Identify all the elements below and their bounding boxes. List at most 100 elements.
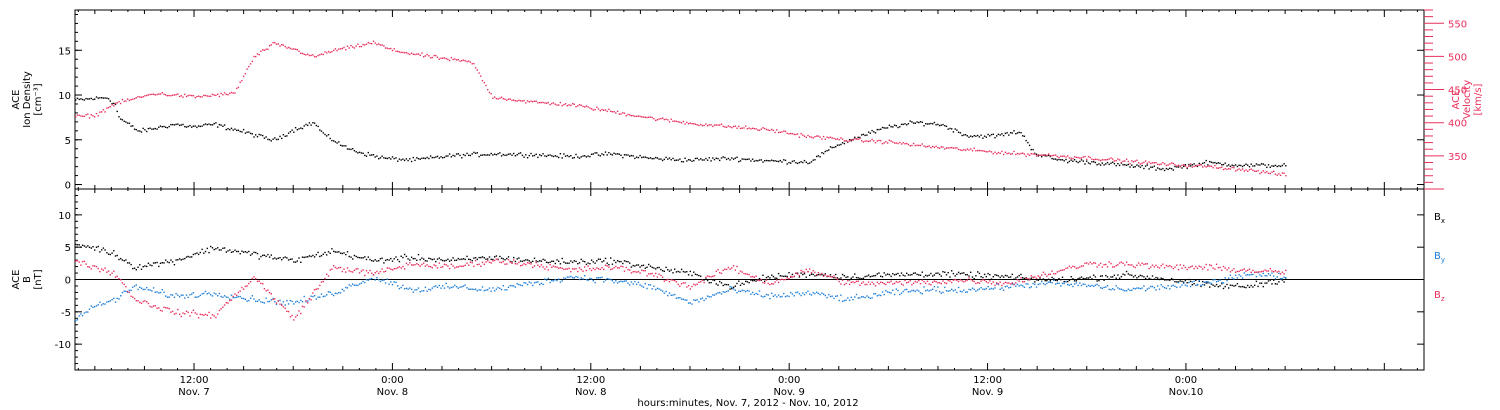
data-point-1-1 [537, 281, 539, 283]
data-point-0-0 [426, 156, 428, 159]
data-point-0-1 [118, 101, 120, 103]
data-point-0-1 [184, 93, 186, 96]
data-point-0-0 [208, 123, 210, 125]
data-point-1-2 [208, 311, 210, 314]
data-point-1-1 [829, 295, 832, 298]
data-point-0-1 [777, 131, 780, 134]
data-point-0-0 [410, 160, 413, 163]
data-point-1-1 [1260, 275, 1263, 277]
data-point-0-0 [1162, 167, 1164, 170]
data-point-0-1 [559, 101, 562, 104]
data-point-1-2 [326, 273, 328, 275]
data-point-1-0 [809, 274, 811, 276]
data-point-1-0 [277, 257, 279, 259]
data-point-1-0 [722, 284, 724, 287]
data-point-0-0 [630, 154, 633, 157]
data-point-1-1 [1138, 287, 1140, 289]
data-point-0-0 [483, 154, 485, 156]
data-point-0-1 [646, 116, 648, 119]
data-point-0-0 [788, 161, 790, 164]
data-point-0-0 [433, 156, 435, 159]
data-point-0-1 [113, 105, 115, 107]
data-point-1-0 [258, 258, 260, 260]
data-point-0-1 [584, 106, 586, 108]
data-point-1-2 [514, 263, 517, 265]
data-point-0-0 [745, 158, 747, 161]
data-point-0-0 [1254, 165, 1256, 167]
data-point-0-1 [954, 147, 956, 149]
data-point-0-1 [964, 149, 967, 151]
data-point-1-2 [892, 283, 894, 285]
data-point-0-0 [892, 126, 894, 128]
data-point-0-0 [757, 160, 759, 162]
data-point-1-0 [120, 257, 122, 260]
data-point-1-0 [1061, 276, 1064, 278]
data-point-1-2 [1049, 273, 1052, 275]
data-point-1-1 [603, 281, 605, 283]
data-point-0-1 [1115, 160, 1117, 162]
data-point-0-0 [1155, 169, 1157, 171]
data-point-1-1 [111, 299, 113, 301]
data-point-1-1 [774, 294, 776, 296]
data-point-1-2 [663, 280, 665, 282]
data-point-1-0 [739, 284, 742, 286]
data-point-1-2 [573, 268, 575, 270]
data-point-0-0 [689, 159, 691, 161]
data-point-1-0 [1001, 275, 1003, 277]
data-point-0-1 [192, 95, 195, 97]
data-point-1-0 [918, 274, 920, 276]
data-point-0-0 [854, 136, 856, 138]
data-point-0-1 [80, 115, 82, 117]
data-point-0-0 [1125, 164, 1128, 166]
data-point-1-1 [116, 297, 118, 300]
data-point-0-1 [996, 153, 998, 155]
data-point-0-1 [1188, 165, 1190, 167]
data-point-0-1 [739, 127, 742, 130]
data-point-0-0 [625, 154, 627, 156]
data-point-0-0 [171, 123, 174, 126]
data-point-1-1 [1002, 289, 1005, 291]
data-point-0-1 [1210, 165, 1213, 167]
data-point-1-1 [904, 289, 906, 291]
data-point-1-1 [1151, 285, 1154, 288]
data-point-0-1 [1020, 152, 1022, 155]
data-point-1-2 [625, 266, 627, 269]
data-point-0-0 [374, 156, 376, 158]
data-point-1-1 [301, 301, 304, 303]
data-point-0-0 [1061, 159, 1064, 161]
data-point-1-0 [1267, 280, 1270, 282]
data-point-1-2 [1231, 269, 1233, 272]
data-point-1-1 [203, 292, 205, 295]
data-point-1-1 [514, 286, 517, 288]
data-point-1-0 [627, 261, 629, 263]
data-point-0-0 [90, 97, 92, 100]
data-point-1-1 [700, 298, 702, 300]
data-point-0-0 [732, 158, 735, 160]
data-point-0-1 [208, 95, 210, 97]
data-point-1-2 [876, 281, 878, 283]
data-point-0-1 [604, 109, 607, 111]
data-point-1-1 [1198, 280, 1200, 282]
data-point-1-1 [1006, 285, 1008, 287]
data-point-1-1 [87, 311, 89, 313]
data-point-1-2 [194, 312, 196, 314]
data-point-1-0 [92, 246, 94, 248]
data-point-1-0 [346, 251, 349, 253]
data-point-1-0 [802, 273, 804, 276]
data-point-1-0 [693, 271, 695, 273]
data-point-1-1 [932, 288, 934, 290]
data-point-0-0 [883, 127, 885, 129]
data-point-1-0 [1079, 277, 1081, 279]
data-point-1-1 [918, 290, 920, 292]
data-point-1-1 [947, 290, 949, 292]
data-point-1-2 [286, 310, 288, 312]
data-point-0-1 [1110, 157, 1112, 159]
data-point-0-1 [661, 117, 664, 119]
data-point-1-1 [841, 300, 844, 302]
data-point-1-0 [140, 268, 143, 270]
data-point-1-0 [1222, 287, 1225, 290]
data-point-0-1 [272, 42, 274, 44]
data-point-1-0 [1193, 283, 1195, 285]
data-point-1-2 [949, 280, 951, 282]
data-point-0-0 [199, 125, 201, 128]
